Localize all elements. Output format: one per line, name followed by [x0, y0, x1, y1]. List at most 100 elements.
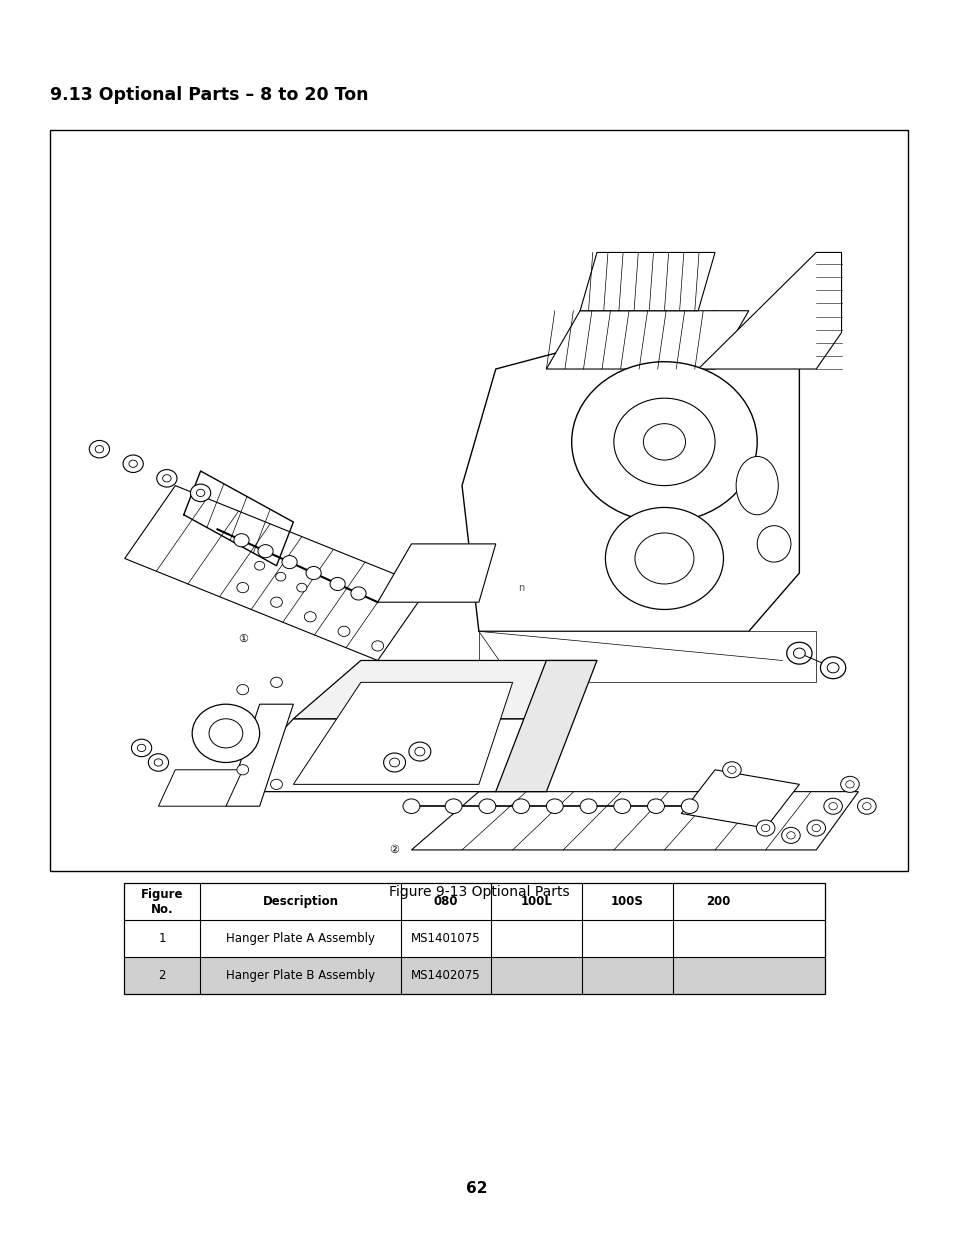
Polygon shape	[478, 631, 816, 683]
Polygon shape	[546, 311, 748, 369]
Circle shape	[254, 562, 264, 571]
Text: Figure
No.: Figure No.	[141, 888, 183, 915]
Ellipse shape	[757, 526, 790, 562]
Circle shape	[90, 441, 110, 458]
Circle shape	[137, 745, 146, 752]
Circle shape	[389, 758, 399, 767]
Circle shape	[862, 803, 870, 810]
Circle shape	[571, 362, 757, 522]
Bar	[124, 883, 824, 920]
Circle shape	[129, 461, 137, 467]
Circle shape	[478, 799, 496, 814]
Circle shape	[826, 663, 838, 673]
Circle shape	[680, 799, 698, 814]
Polygon shape	[377, 543, 496, 603]
Polygon shape	[294, 683, 512, 784]
Text: 100L: 100L	[520, 895, 552, 908]
Polygon shape	[579, 252, 715, 311]
Text: 080: 080	[434, 895, 457, 908]
Circle shape	[642, 424, 685, 461]
Polygon shape	[680, 769, 799, 827]
Circle shape	[760, 825, 769, 831]
Bar	[124, 920, 824, 957]
Circle shape	[793, 648, 804, 658]
Circle shape	[613, 398, 715, 485]
Circle shape	[786, 831, 794, 839]
Circle shape	[756, 820, 774, 836]
Text: 1: 1	[158, 932, 166, 945]
Circle shape	[806, 820, 824, 836]
Text: 62: 62	[466, 1181, 487, 1195]
Polygon shape	[226, 719, 546, 792]
Circle shape	[415, 747, 424, 756]
Circle shape	[383, 753, 405, 772]
Circle shape	[828, 803, 837, 810]
Circle shape	[148, 753, 169, 771]
Polygon shape	[496, 661, 597, 792]
Circle shape	[132, 740, 152, 757]
Circle shape	[635, 534, 693, 584]
Polygon shape	[411, 792, 858, 850]
Circle shape	[330, 578, 345, 590]
Circle shape	[162, 474, 171, 482]
Text: 9.13 Optional Parts – 8 to 20 Ton: 9.13 Optional Parts – 8 to 20 Ton	[50, 85, 368, 104]
Bar	[124, 957, 824, 994]
Text: Description: Description	[262, 895, 338, 908]
Circle shape	[236, 684, 249, 695]
Circle shape	[257, 545, 273, 558]
Circle shape	[236, 764, 249, 774]
Circle shape	[840, 777, 859, 793]
Polygon shape	[294, 661, 597, 719]
Circle shape	[271, 779, 282, 789]
Text: ①: ①	[237, 634, 248, 643]
Text: 100S: 100S	[610, 895, 643, 908]
Circle shape	[123, 454, 143, 473]
Circle shape	[721, 762, 740, 778]
Circle shape	[337, 626, 350, 636]
Text: n: n	[517, 583, 523, 593]
Circle shape	[306, 567, 321, 579]
Circle shape	[304, 611, 315, 622]
Text: MS1401075: MS1401075	[411, 932, 480, 945]
Text: 200: 200	[705, 895, 729, 908]
Circle shape	[275, 572, 286, 580]
Bar	[124, 883, 824, 994]
Circle shape	[845, 781, 853, 788]
Circle shape	[811, 825, 820, 831]
Polygon shape	[698, 252, 841, 369]
Circle shape	[95, 446, 104, 453]
Circle shape	[351, 587, 366, 600]
Circle shape	[282, 556, 296, 568]
Circle shape	[191, 484, 211, 501]
Circle shape	[823, 798, 841, 814]
Circle shape	[546, 799, 562, 814]
Circle shape	[236, 583, 249, 593]
Circle shape	[781, 827, 800, 844]
Circle shape	[409, 742, 431, 761]
Polygon shape	[226, 704, 294, 806]
Circle shape	[154, 758, 162, 766]
Polygon shape	[158, 769, 242, 806]
Circle shape	[209, 719, 242, 748]
Circle shape	[857, 798, 875, 814]
Circle shape	[613, 799, 630, 814]
Text: Hanger Plate A Assembly: Hanger Plate A Assembly	[226, 932, 375, 945]
Circle shape	[271, 597, 282, 608]
Ellipse shape	[736, 457, 778, 515]
Circle shape	[296, 583, 307, 592]
Circle shape	[156, 469, 177, 487]
Circle shape	[579, 799, 597, 814]
Circle shape	[727, 766, 736, 773]
Text: ②: ②	[389, 845, 399, 855]
Polygon shape	[125, 485, 428, 661]
Circle shape	[402, 799, 419, 814]
Circle shape	[786, 642, 811, 664]
Circle shape	[445, 799, 461, 814]
Circle shape	[233, 534, 249, 547]
Circle shape	[647, 799, 663, 814]
Circle shape	[271, 677, 282, 688]
Bar	[50, 130, 907, 871]
Circle shape	[192, 704, 259, 762]
Circle shape	[196, 489, 205, 496]
Circle shape	[372, 641, 383, 651]
